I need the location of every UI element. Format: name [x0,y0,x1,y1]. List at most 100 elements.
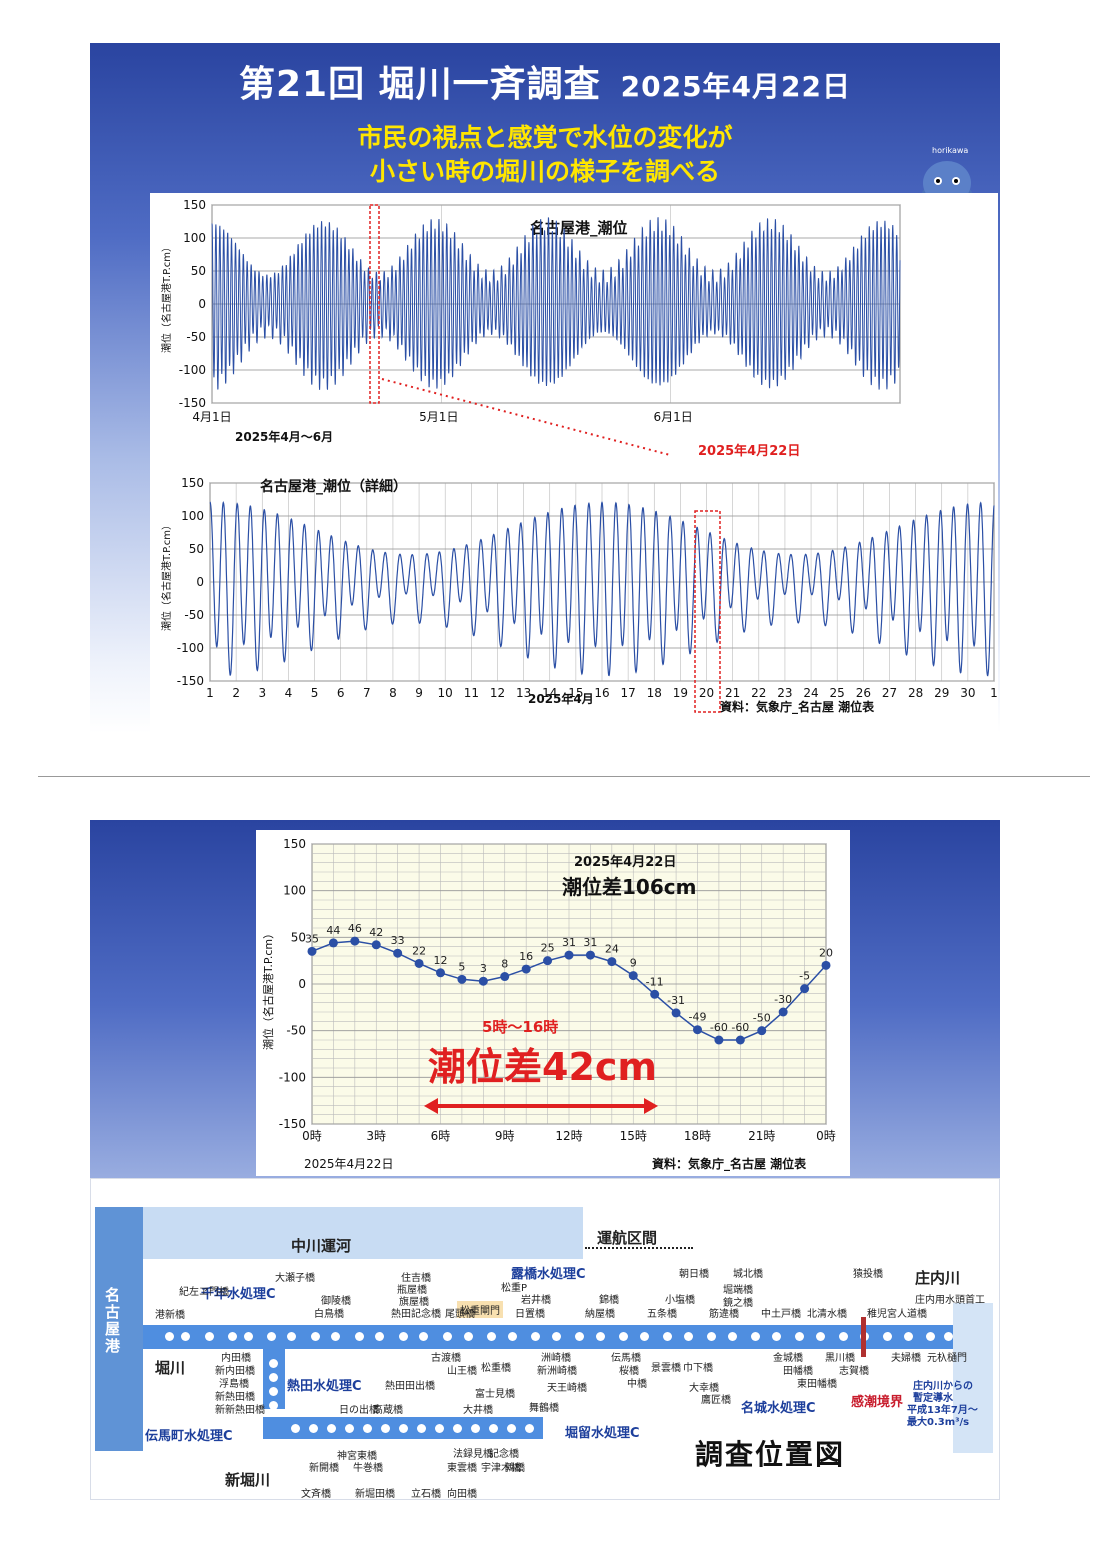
page-separator [38,776,1090,777]
c2-xtick: 11 [464,686,479,700]
c2-ytick: 150 [181,476,204,490]
c3-point [693,1025,702,1035]
c1-xtick: 4月1日 [192,410,231,424]
bridge-label: 港新橋 [155,1310,185,1321]
nakagawa-canal [143,1207,583,1259]
c2-xtick: 26 [856,686,871,700]
survey-point [345,1424,354,1433]
c3-value-label: 42 [369,926,383,939]
survey-point [443,1332,452,1341]
bridge-label: 金城橋 [773,1353,803,1364]
c1-ytick: -100 [179,363,206,377]
chart2-highlight-box [694,510,721,713]
plant-sennen: 千年水処理C [201,1287,276,1302]
c3-xtick: 0時 [302,1129,322,1143]
c3-value-label: 31 [583,936,597,949]
c3-value-label: 44 [326,924,340,937]
survey-point [205,1332,214,1341]
c2-xtick: 8 [389,686,397,700]
survey-point [525,1424,534,1433]
subtitle: 市民の視点と感覚で水位の変化が 小さい時の堀川の様子を調べる [90,121,1000,189]
c3-value-label: 22 [412,944,426,957]
bridge-label: 黒川橋 [825,1353,855,1364]
survey-point [269,1359,278,1368]
shinhorikawa-label: 新堀川 [225,1471,271,1489]
c2-ytick: 0 [196,575,204,589]
c3-point [521,964,531,974]
c3-point [350,936,360,946]
matsushige-p: 松重P [501,1283,528,1294]
bridge-label: 新堀田橋 [355,1489,395,1500]
c2-ytick: -100 [177,641,204,655]
bridge-label: 中土戸橋 [761,1309,801,1320]
chart3-range-diff: 潮位差42cm [428,1045,657,1089]
bridge-label: 法録見橋 [453,1449,493,1460]
bridge-label: 新熱田橋 [215,1392,255,1403]
c3-value-label: 33 [391,934,405,947]
bridge-label: 堀端橋 [723,1285,753,1296]
survey-point [575,1332,584,1341]
bridge-label: 鶉橋 [505,1463,525,1474]
chart2-series-line [209,501,995,677]
survey-point [291,1424,300,1433]
c3-value-label: -60 [731,1021,749,1034]
survey-point [707,1332,716,1341]
c3-point [328,938,338,948]
shonai-note1: 庄内川からの [913,1381,973,1392]
survey-point [355,1332,364,1341]
survey-point [531,1332,540,1341]
c2-xtick: 13 [516,686,531,700]
c2-ytick: 100 [181,509,204,523]
c3-xtick: 0時 [816,1129,836,1143]
bridge-label: 東雲橋 [447,1463,477,1474]
bridge-label: 庄内用水頭首工 [915,1295,985,1306]
survey-point [331,1332,340,1341]
bridge-label: 日置橋 [515,1309,545,1320]
shonai-label: 庄内川 [915,1269,961,1287]
survey-point [663,1332,672,1341]
survey-point [435,1424,444,1433]
survey-point [375,1332,384,1341]
service-section-label: 運航区間 [597,1229,658,1247]
shonai-note2: 暫定導水 [913,1393,953,1404]
c3-ytick: 50 [291,930,306,944]
plant-atsuta: 熱田水処理C [287,1379,362,1394]
c2-xtick: 15 [568,686,583,700]
c1-ytick: 0 [198,297,206,311]
survey-point [269,1401,278,1410]
c3-value-label: -50 [753,1012,771,1025]
c2-xtick: 9 [415,686,423,700]
bridge-label: 古渡橋 [431,1353,461,1364]
c3-point [500,972,510,982]
chart3-title: 2025年4月22日 [574,854,676,870]
c3-ytick: 150 [283,837,306,851]
c2-xtick: 30 [960,686,975,700]
c3-value-label: 46 [348,922,362,935]
nagoya-port-label: 名古屋港 [105,1286,121,1355]
survey-point [363,1424,372,1433]
bridge-label: 向田橋 [447,1489,477,1500]
service-section-bracket [585,1247,693,1251]
c3-point [436,968,445,978]
survey-point [487,1332,496,1341]
c3-xtick: 21時 [748,1129,775,1143]
survey-point [244,1332,253,1341]
c3-point [628,971,638,981]
shonai-band [953,1303,993,1453]
plant-tenmacho: 伝馬町水処理C [145,1429,233,1444]
survey-point [944,1332,953,1341]
top-panel: 第21回 堀川一斉調査 2025年4月22日 市民の視点と感覚で水位の変化が 小さ… [90,43,1000,733]
chart3-box: 2025年4月22日 潮位差106cm 潮位（名古屋港T.P.cm） 150 10… [256,830,850,1176]
c3-point [650,989,660,999]
c2-xtick: 12 [490,686,505,700]
c2-xtick: 17 [620,686,635,700]
c3-value-label: 5 [458,960,465,973]
c2-xtick: 14 [542,686,557,700]
survey-point [269,1373,278,1382]
survey-point [327,1424,336,1433]
bridge-label: 洲崎橋 [541,1353,571,1364]
survey-point [816,1332,825,1341]
c3-ytick: -100 [279,1070,306,1084]
bridge-label: 高蔵橋 [373,1405,403,1416]
c3-ytick: -50 [286,1024,306,1038]
